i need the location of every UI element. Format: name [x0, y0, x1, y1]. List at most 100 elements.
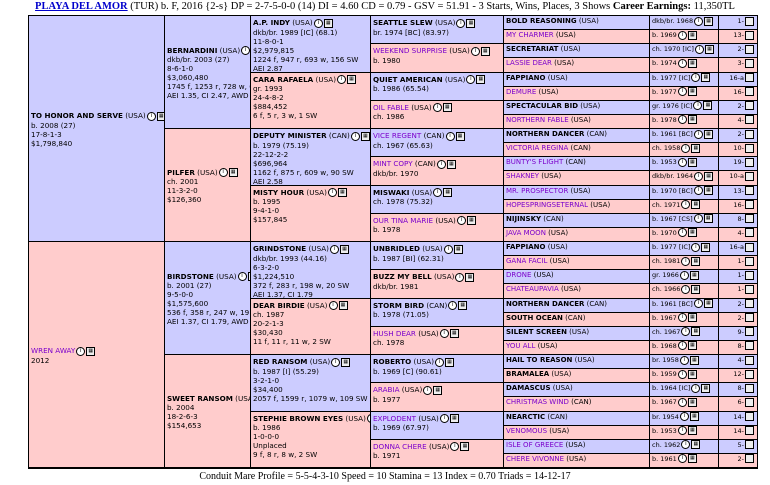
progeny-icon[interactable]: ▦	[691, 327, 701, 337]
family-icon[interactable]	[745, 16, 754, 26]
family-icon[interactable]	[745, 200, 754, 210]
progeny-icon[interactable]: ▦	[703, 186, 713, 195]
progeny-icon[interactable]: ▦	[360, 131, 370, 141]
horse-name-link[interactable]: SWEET RANSOM	[167, 393, 233, 403]
info-icon[interactable]: i	[677, 369, 687, 379]
progeny-icon[interactable]: ▦	[703, 214, 713, 224]
info-icon[interactable]: i	[436, 159, 446, 169]
progeny-icon[interactable]: ▦	[687, 341, 697, 351]
info-icon[interactable]: i	[450, 442, 460, 452]
info-icon[interactable]: i	[470, 46, 480, 56]
progeny-icon[interactable]: ▦	[466, 216, 476, 226]
horse-name-link[interactable]: BRAMALEA	[506, 370, 550, 379]
horse-name-link[interactable]: SEATTLE SLEW	[373, 18, 433, 27]
info-icon[interactable]: i	[435, 357, 445, 367]
info-icon[interactable]: i	[350, 131, 360, 141]
horse-name-link[interactable]: JAVA MOON	[506, 228, 546, 237]
info-icon[interactable]: i	[679, 355, 689, 365]
family-icon[interactable]	[745, 383, 754, 393]
progeny-icon[interactable]: ▦	[86, 346, 96, 356]
family-icon[interactable]	[745, 87, 754, 97]
info-icon[interactable]: i	[691, 383, 701, 393]
progeny-icon[interactable]: ▦	[704, 171, 714, 181]
horse-name-link[interactable]: OUR TINA MARIE	[373, 215, 434, 225]
progeny-icon[interactable]: ▦	[691, 143, 701, 153]
family-icon[interactable]	[745, 101, 754, 111]
progeny-icon[interactable]: ▦	[247, 272, 250, 282]
horse-name-link[interactable]: PLAYA DEL AMOR	[35, 1, 128, 12]
info-icon[interactable]: i	[694, 171, 704, 181]
family-icon[interactable]	[745, 454, 754, 464]
info-icon[interactable]: i	[445, 131, 455, 141]
info-icon[interactable]: i	[218, 168, 228, 178]
progeny-icon[interactable]: ▦	[443, 188, 453, 197]
progeny-icon[interactable]: ▦	[340, 244, 349, 254]
horse-name-link[interactable]: TO HONOR AND SERVE	[31, 111, 123, 121]
info-icon[interactable]: i	[693, 101, 703, 111]
horse-name-link[interactable]: NORTHERN DANCER	[506, 130, 585, 138]
progeny-icon[interactable]: ▦	[323, 18, 333, 28]
progeny-icon[interactable]: ▦	[341, 357, 351, 367]
info-icon[interactable]: i	[681, 440, 691, 450]
family-icon[interactable]	[745, 284, 754, 294]
family-icon[interactable]	[745, 440, 754, 450]
progeny-icon[interactable]: ▦	[433, 385, 443, 395]
progeny-icon[interactable]: ▦	[691, 440, 701, 450]
info-icon[interactable]: i	[681, 143, 691, 153]
progeny-icon[interactable]: ▦	[687, 454, 697, 464]
family-icon[interactable]	[745, 256, 754, 266]
family-icon[interactable]	[745, 341, 754, 351]
family-icon[interactable]	[745, 355, 754, 365]
info-icon[interactable]: i	[337, 75, 347, 84]
progeny-icon[interactable]: ▦	[701, 242, 711, 252]
horse-name-link[interactable]: ISLE OF GREECE	[506, 440, 564, 449]
progeny-icon[interactable]: ▦	[476, 75, 486, 84]
info-icon[interactable]: i	[677, 454, 687, 464]
horse-name-link[interactable]: MISWAKI	[373, 187, 410, 197]
horse-name-link[interactable]: A.P. INDY	[253, 18, 290, 27]
progeny-icon[interactable]: ▦	[687, 426, 697, 436]
progeny-icon[interactable]: ▦	[687, 397, 697, 407]
info-icon[interactable]: i	[681, 284, 691, 294]
progeny-icon[interactable]: ▦	[347, 75, 357, 84]
horse-name-link[interactable]: DONNA CHERE	[373, 441, 427, 451]
progeny-icon[interactable]: ▦	[687, 115, 697, 125]
family-icon[interactable]	[745, 426, 754, 436]
progeny-icon[interactable]: ▦	[703, 101, 713, 111]
horse-name-link[interactable]: VICE REGENT	[373, 131, 422, 140]
horse-name-link[interactable]: NORTHERN FABLE	[506, 115, 569, 124]
horse-name-link[interactable]: CHRISTMAS WIND	[506, 398, 569, 407]
horse-name-link[interactable]: VENOMOUS	[506, 426, 548, 435]
info-icon[interactable]: i	[677, 426, 687, 436]
horse-name-link[interactable]: RED RANSOM	[253, 357, 308, 366]
family-icon[interactable]	[745, 129, 754, 139]
info-icon[interactable]: i	[366, 414, 370, 423]
horse-name-link[interactable]: FAPPIANO	[506, 73, 546, 82]
progeny-icon[interactable]: ▦	[691, 200, 701, 210]
horse-name-link[interactable]: GRINDSTONE	[253, 244, 307, 253]
horse-name-link[interactable]: CHERE VIVONNE	[506, 454, 565, 463]
family-icon[interactable]	[745, 299, 754, 308]
family-icon[interactable]	[745, 270, 754, 280]
progeny-icon[interactable]: ▦	[687, 58, 697, 68]
info-icon[interactable]: i	[677, 87, 687, 97]
horse-name-link[interactable]: UNBRIDLED	[373, 244, 420, 253]
progeny-icon[interactable]: ▦	[687, 369, 697, 379]
progeny-icon[interactable]: ▦	[460, 442, 470, 452]
progeny-icon[interactable]: ▦	[455, 131, 465, 141]
info-icon[interactable]: i	[693, 129, 703, 139]
progeny-icon[interactable]: ▦	[466, 18, 476, 28]
info-icon[interactable]: i	[679, 270, 689, 280]
horse-name-link[interactable]: BUNTY'S FLIGHT	[506, 158, 564, 167]
info-icon[interactable]: i	[677, 397, 687, 407]
horse-name-link[interactable]: MISTY HOUR	[253, 187, 305, 197]
progeny-icon[interactable]: ▦	[465, 272, 475, 282]
info-icon[interactable]: i	[313, 18, 323, 28]
horse-name-link[interactable]: FAPPIANO	[506, 243, 546, 251]
family-icon[interactable]	[745, 397, 754, 407]
progeny-icon[interactable]: ▦	[446, 159, 456, 169]
horse-name-link[interactable]: NORTHERN DANCER	[506, 299, 585, 308]
progeny-icon[interactable]: ▦	[701, 73, 711, 82]
info-icon[interactable]: i	[327, 188, 337, 197]
progeny-icon[interactable]: ▦	[445, 357, 455, 367]
